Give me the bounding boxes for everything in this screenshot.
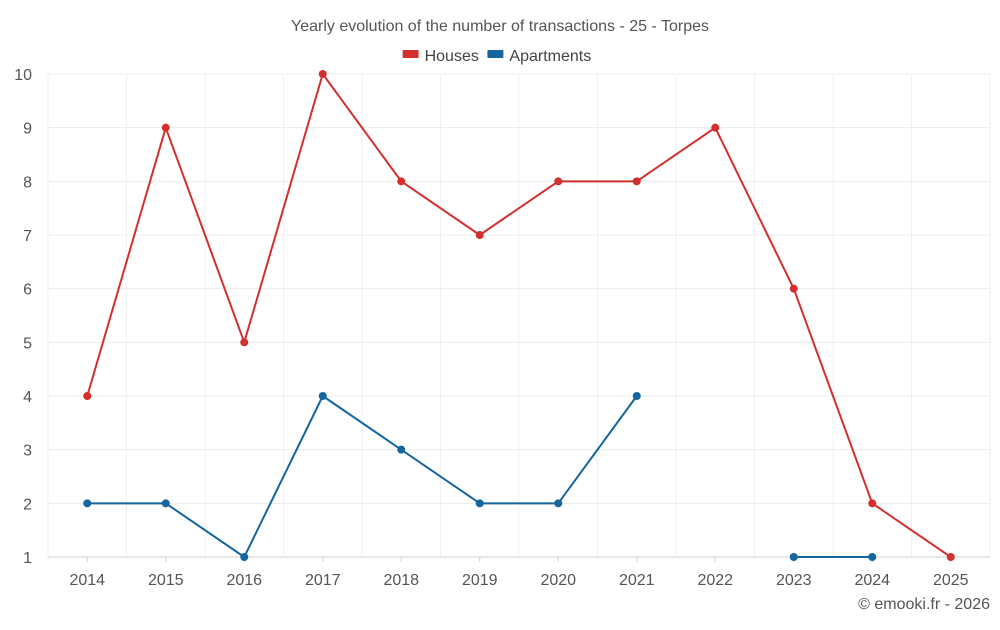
y-tick-label: 6 (23, 282, 32, 299)
data-point-apartments[interactable] (475, 499, 484, 508)
y-tick-label: 10 (14, 67, 32, 84)
x-tick-label: 2025 (933, 572, 969, 589)
legend-label-apartments: Apartments (509, 48, 591, 65)
x-tick-label: 2023 (776, 572, 812, 589)
x-tick-label: 2014 (69, 572, 105, 589)
y-tick-label: 8 (23, 174, 32, 191)
data-point-apartments[interactable] (632, 392, 641, 400)
x-tick-label: 2019 (462, 572, 498, 589)
x-tick-label: 2017 (305, 572, 341, 589)
y-tick-label: 4 (23, 389, 32, 406)
data-point-apartments[interactable] (554, 499, 563, 508)
data-point-houses[interactable] (161, 123, 170, 132)
data-point-houses[interactable] (83, 392, 92, 400)
y-tick-label: 2 (23, 496, 32, 513)
credit-text: © emooki.fr - 2026 (858, 596, 990, 613)
chart-title: Yearly evolution of the number of transa… (291, 18, 709, 35)
data-point-houses[interactable] (397, 177, 406, 186)
y-tick-label: 1 (23, 550, 32, 567)
x-tick-label: 2016 (226, 572, 262, 589)
y-tick-label: 7 (23, 228, 32, 245)
x-tick-label: 2022 (697, 572, 733, 589)
series-line-houses (86, 73, 952, 558)
data-point-apartments[interactable] (789, 553, 798, 561)
grid (47, 73, 991, 558)
data-point-apartments[interactable] (397, 445, 406, 454)
series-line-apartments (87, 395, 638, 558)
data-point-houses[interactable] (318, 70, 327, 78)
data-point-houses[interactable] (475, 231, 484, 239)
data-point-houses[interactable] (789, 284, 798, 293)
x-tick-label: 2020 (540, 572, 576, 589)
data-point-apartments[interactable] (83, 499, 92, 508)
legend-item-houses[interactable]: Houses (402, 48, 479, 65)
y-tick-label: 9 (23, 121, 32, 138)
series-layer (83, 70, 955, 561)
legend-label-houses: Houses (425, 48, 479, 65)
data-point-houses[interactable] (240, 338, 249, 347)
legend-swatch-houses (402, 50, 419, 58)
legend: Houses Apartments (402, 48, 591, 65)
series-apartments (83, 392, 877, 561)
axes: 1 2 3 4 5 6 7 8 9 10 2014 2015 2016 2017 2018 2019 2020 2… (14, 67, 990, 589)
y-tick-label: 3 (23, 443, 32, 460)
data-point-apartments[interactable] (868, 553, 877, 561)
data-point-houses[interactable] (711, 123, 720, 132)
data-point-houses[interactable] (868, 499, 877, 508)
data-point-apartments[interactable] (318, 392, 327, 400)
x-tick-label: 2024 (854, 572, 890, 589)
x-tick-label: 2015 (148, 572, 184, 589)
data-point-houses[interactable] (554, 177, 563, 186)
x-tick-label: 2018 (383, 572, 419, 589)
legend-swatch-apartments (487, 50, 504, 58)
y-tick-label: 5 (23, 335, 32, 352)
legend-item-apartments[interactable]: Apartments (487, 48, 591, 65)
data-point-apartments[interactable] (240, 553, 249, 561)
data-point-apartments[interactable] (161, 499, 170, 508)
series-houses (83, 70, 955, 561)
x-tick-label: 2021 (619, 572, 655, 589)
data-point-houses[interactable] (946, 553, 955, 561)
data-point-houses[interactable] (632, 177, 641, 186)
